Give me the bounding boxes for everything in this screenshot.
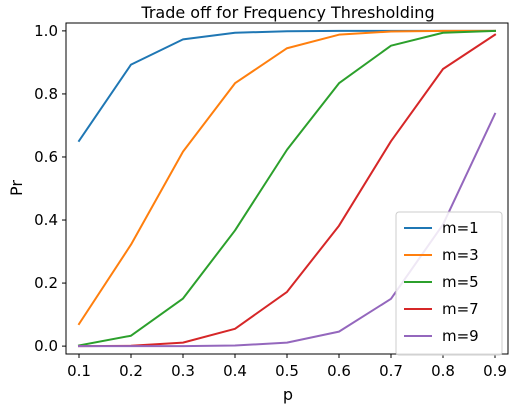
- x-tick-label: 0.8: [431, 362, 455, 380]
- x-tick-label: 0.9: [483, 362, 507, 380]
- y-tick-label: 0.0: [34, 337, 58, 355]
- x-tick-label: 0.6: [327, 362, 351, 380]
- y-tick-label: 0.6: [34, 148, 58, 166]
- y-axis-label: Pr: [7, 180, 26, 196]
- y-axis: 0.0 0.2 0.4 0.6 0.8 1.0: [34, 22, 66, 355]
- legend-label: m=5: [442, 273, 479, 291]
- x-tick-label: 0.4: [223, 362, 247, 380]
- x-axis-label: p: [283, 385, 293, 404]
- x-axis: 0.1 0.2 0.3 0.4 0.5 0.6 0.7 0.8 0.9: [67, 354, 507, 380]
- x-tick-label: 0.5: [275, 362, 299, 380]
- series-line-m-3: [77, 29, 496, 326]
- series-line-m-5: [77, 29, 497, 347]
- plot-series: [77, 29, 497, 348]
- y-tick-label: 0.2: [34, 274, 58, 292]
- legend-label: m=3: [442, 246, 479, 264]
- series-line-m-7: [77, 33, 497, 348]
- legend-box: [395, 211, 503, 356]
- legend-label: m=7: [442, 300, 479, 318]
- y-tick-label: 0.4: [34, 211, 58, 229]
- x-tick-label: 0.1: [67, 362, 91, 380]
- legend: m=1 m=3 m=5 m=7 m=9: [395, 211, 503, 356]
- y-tick-label: 1.0: [34, 22, 58, 40]
- legend-label: m=9: [442, 327, 479, 345]
- legend-label: m=1: [442, 219, 479, 237]
- plot-frame: [65, 22, 509, 355]
- x-tick-label: 0.3: [171, 362, 195, 380]
- y-tick-label: 0.8: [34, 85, 58, 103]
- x-tick-label: 0.2: [119, 362, 143, 380]
- chart-title: Trade off for Frequency Thresholding: [140, 3, 434, 22]
- x-tick-label: 0.7: [379, 362, 403, 380]
